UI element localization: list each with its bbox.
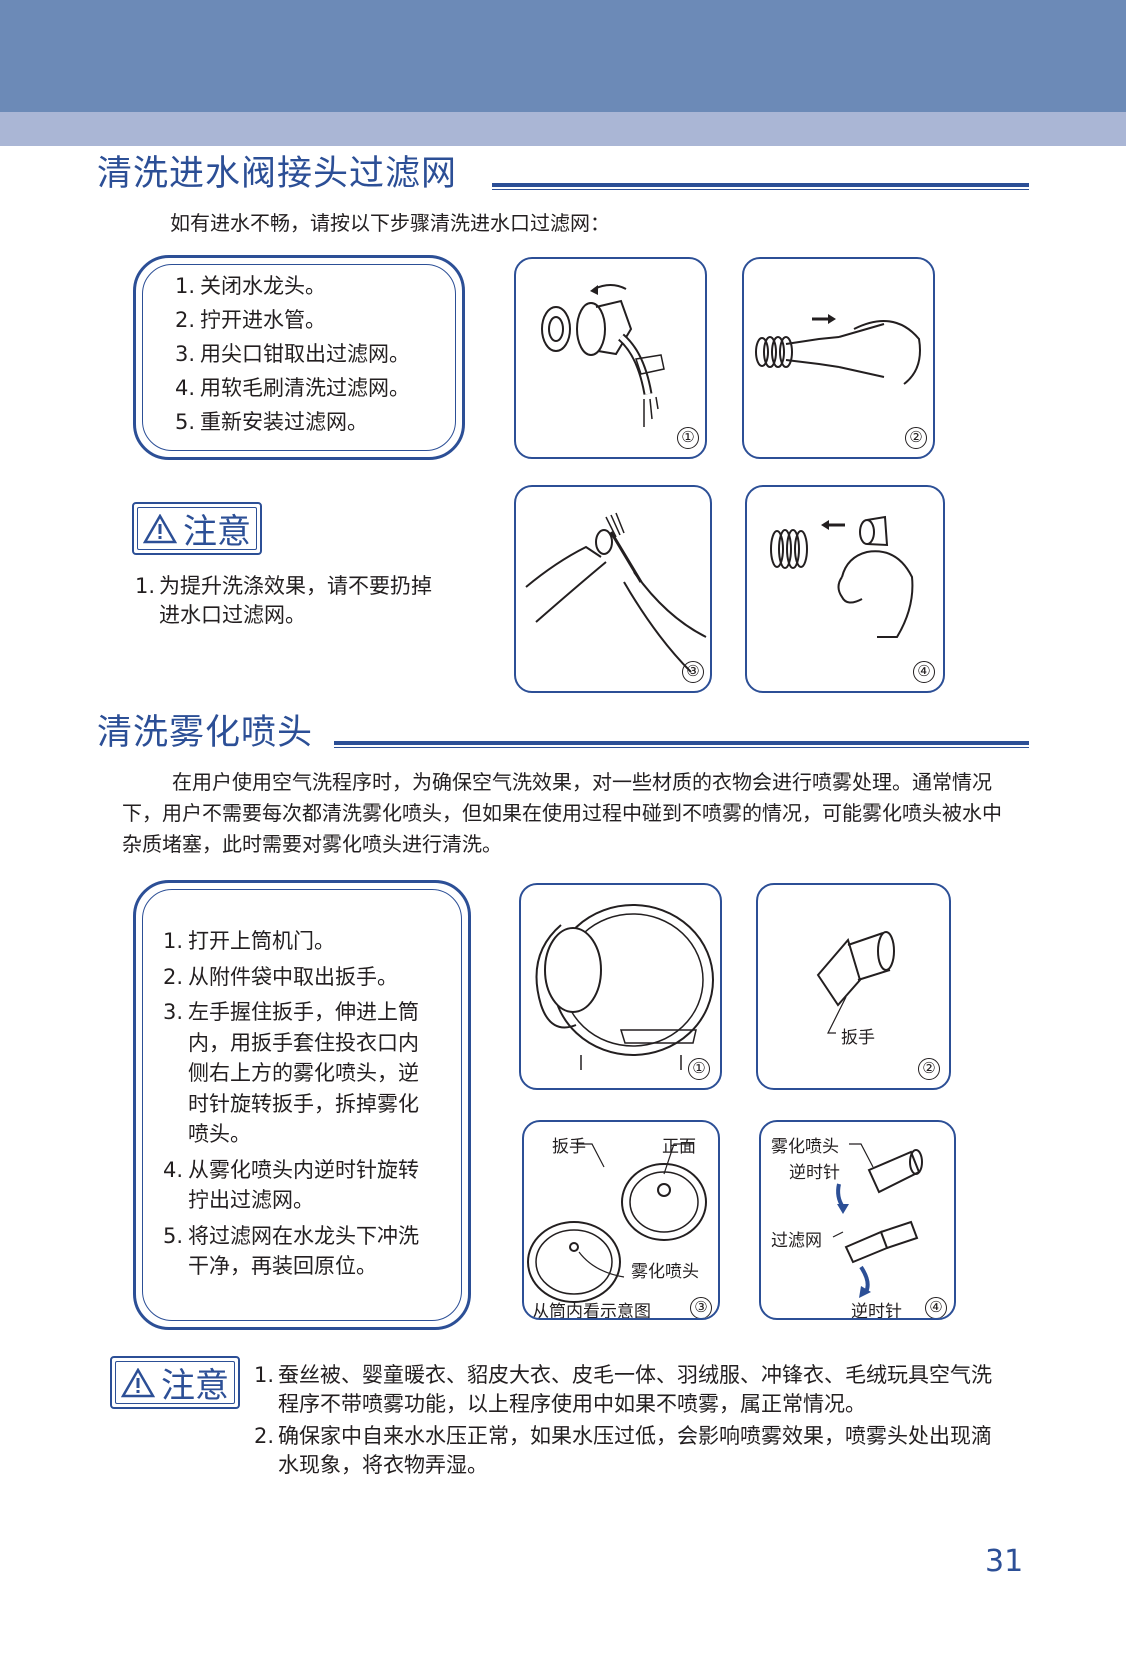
figure-number: ④ (913, 661, 935, 683)
section2-caution-list: 1. 蚕丝被、婴童暖衣、貂皮大衣、皮毛一体、羽绒服、冲锋衣、毛绒玩具空气洗程序不带… (254, 1361, 994, 1480)
figure-1-3: ③ (514, 485, 712, 693)
warning-icon (121, 1367, 155, 1397)
pliers-filter-illustration (755, 314, 921, 385)
wrench-illustration (816, 931, 895, 1034)
nozzle-label: 雾化喷头 (631, 1262, 699, 1282)
figure-number: ① (688, 1058, 710, 1080)
filter-label: 过滤网 (771, 1231, 822, 1251)
step-item: 1. 打开上筒机门。 (163, 929, 335, 953)
figure-number: ② (918, 1058, 940, 1080)
inside-view-label: 从筒内看示意图 (532, 1302, 651, 1320)
section1-caution-list: 1. 为提升洗涤效果，请不要扔掉进水口过滤网。 (135, 572, 435, 630)
step-item: 2. 拧开进水管。 (175, 308, 326, 332)
section2-intro: 在用户使用空气洗程序时，为确保空气洗效果，对一些材质的衣物会进行喷雾处理。通常情… (122, 770, 1002, 856)
section1-steps: 1. 关闭水龙头。 2. 拧开进水管。 3. 用尖口钳取出过滤网。 4. 用软毛刷清洗过… (175, 269, 455, 439)
wrench-label-2: 扳手 (552, 1137, 586, 1157)
caution-item: 2. 确保家中自来水水压正常，如果水压过低，会影响喷雾效果，喷雾头处出现滴水现象，… (254, 1424, 992, 1477)
step-item: 5. 将过滤网在水龙头下冲洗干净，再装回原位。 (163, 1223, 419, 1279)
brush-cleaning-illustration (525, 512, 707, 673)
figure-1-4: ④ (745, 485, 945, 693)
inside-drum-view-illustration (527, 1143, 707, 1303)
step-item: 3. 左手握住扳手，伸进上筒内，用扳手套住投衣口内侧右上方的雾化喷头，逆时针旋转扳… (163, 1000, 419, 1146)
section2-rule (334, 741, 1029, 748)
nozzle-label-2: 雾化喷头 (771, 1137, 839, 1157)
step-item: 2. 从附件袋中取出扳手。 (163, 964, 398, 989)
figure-number: ① (677, 427, 699, 449)
caution-badge-1: 注意 (132, 502, 262, 555)
figure-2-3: 扳手 正面 雾化喷头 从筒内看示意图 ③ (522, 1120, 720, 1320)
step-item: 4. 从雾化喷头内逆时针旋转拧出过滤网。 (163, 1157, 419, 1213)
counterclockwise-label-2: 逆时针 (851, 1302, 902, 1320)
step-item: 5. 重新安装过滤网。 (175, 410, 368, 434)
wrench-label: 扳手 (841, 1028, 875, 1048)
caution-item: 1. 为提升洗涤效果，请不要扔掉进水口过滤网。 (135, 574, 432, 627)
section2-title: 清洗雾化喷头 (97, 713, 314, 753)
step-item: 3. 用尖口钳取出过滤网。 (175, 342, 410, 366)
section1-rule (492, 183, 1029, 190)
step-item: 4. 用软毛刷清洗过滤网。 (175, 376, 410, 400)
counterclockwise-label-1: 逆时针 (789, 1163, 840, 1183)
figure-2-2: 扳手 ② (756, 883, 951, 1090)
figure-2-1: ① (519, 883, 722, 1090)
section2-steps-box (133, 880, 471, 1330)
warning-icon (143, 513, 177, 543)
faucet-hose-illustration (541, 284, 665, 427)
figure-number: ③ (682, 661, 704, 683)
caution-badge-2: 注意 (110, 1356, 240, 1409)
section2-steps: 1. 打开上筒机门。 2. 从附件袋中取出扳手。 3. 左手握住扳手，伸进上筒内，用扳… (163, 926, 438, 1282)
header-band (0, 0, 1126, 112)
section1-title: 清洗进水阀接头过滤网 (97, 154, 458, 194)
open-door-illustration (535, 904, 714, 1070)
figure-number: ④ (925, 1297, 947, 1318)
figure-1-2: ② (742, 257, 935, 459)
step-item: 1. 关闭水龙头。 (175, 274, 326, 298)
caution-label: 注意 (161, 1366, 229, 1406)
section1-steps-box (133, 255, 465, 460)
figure-number: ③ (690, 1297, 712, 1318)
page-number: 31 (985, 1544, 1024, 1579)
section1-intro: 如有进水不畅，请按以下步骤清洗进水口过滤网： (170, 211, 610, 235)
front-label: 正面 (662, 1137, 696, 1157)
nozzle-filter-illustration (832, 1143, 923, 1298)
caution-item: 1. 蚕丝被、婴童暖衣、貂皮大衣、皮毛一体、羽绒服、冲锋衣、毛绒玩具空气洗程序不带… (254, 1363, 992, 1416)
caution-label: 注意 (183, 512, 251, 552)
header-band-light (0, 112, 1126, 146)
figure-number: ② (905, 427, 927, 449)
reinstall-filter-illustration (770, 515, 914, 638)
figure-1-1: ① (514, 257, 707, 459)
figure-2-4: 雾化喷头 逆时针 过滤网 逆时针 ④ (759, 1120, 956, 1320)
